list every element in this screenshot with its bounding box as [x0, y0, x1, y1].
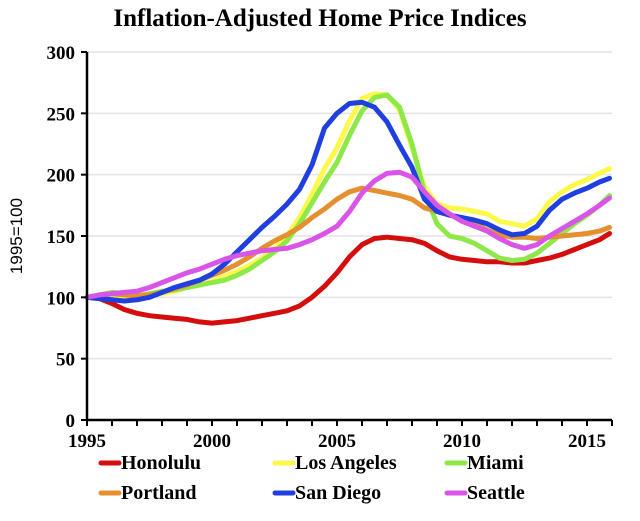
series-lines [84, 91, 612, 326]
legend-label: San Diego [295, 482, 381, 504]
legend-label: Los Angeles [295, 452, 397, 474]
x-tick-label: 2005 [318, 431, 356, 452]
series-line-san-diego [84, 99, 612, 304]
legend-item-seattle: Seattle [444, 482, 525, 504]
y-tick-label: 250 [47, 104, 76, 125]
chart-title: Inflation-Adjusted Home Price Indices [113, 5, 526, 32]
gridlines [87, 51, 612, 360]
x-tick-label: 2010 [443, 431, 481, 452]
legend-item-san-diego: San Diego [272, 482, 381, 504]
x-tick-labels: 1995 2000 2005 2010 2015 [68, 420, 613, 452]
y-tick-label: 50 [56, 350, 75, 371]
legend-label: Miami [467, 452, 524, 474]
legend-label: Seattle [467, 482, 525, 504]
y-tick-labels: 0 50 100 150 200 250 300 [47, 43, 87, 432]
legend-item-los-angeles: Los Angeles [272, 452, 397, 474]
legend: Honolulu Los Angeles Miami Portland San Dieg… [98, 452, 525, 504]
series-line-los-angeles [84, 91, 612, 300]
y-axis-label: 1995=100 [7, 198, 26, 274]
legend-item-honolulu: Honolulu [98, 452, 201, 474]
legend-item-miami: Miami [444, 452, 524, 474]
y-tick-label: 200 [47, 166, 76, 187]
y-tick-label: 150 [47, 227, 76, 248]
series-line-honolulu [84, 231, 612, 326]
y-tick-label: 300 [47, 43, 76, 64]
series-line-seattle [84, 169, 612, 300]
x-tick-label: 1995 [68, 431, 106, 452]
legend-item-portland: Portland [98, 482, 197, 504]
legend-label: Portland [121, 482, 197, 504]
x-tick-label: 2015 [568, 431, 606, 452]
y-tick-label: 0 [66, 411, 76, 432]
legend-label: Honolulu [121, 452, 201, 474]
x-tick-label: 2000 [193, 431, 231, 452]
y-tick-label: 100 [47, 288, 76, 309]
